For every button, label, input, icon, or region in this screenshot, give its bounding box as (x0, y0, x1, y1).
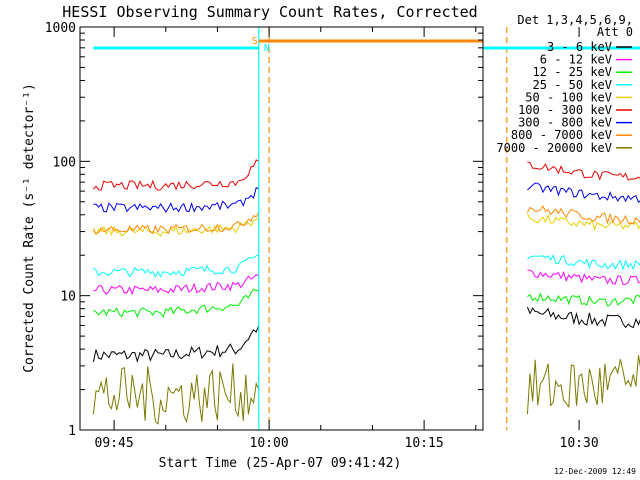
series-line-3-segment-1 (527, 254, 640, 271)
series-line-2-segment-0 (93, 288, 259, 319)
series-line-0-segment-1 (526, 306, 640, 329)
series-line-3-segment-0 (93, 254, 259, 278)
series-line-0-segment-0 (92, 325, 260, 364)
y-tick-label-0: 1 (68, 424, 76, 439)
series-line-4-segment-0 (92, 217, 260, 237)
series-line-4-segment-1 (526, 213, 640, 232)
flag-label-n: N (264, 43, 270, 54)
series-line-6-segment-1 (527, 182, 640, 204)
flag-label-s: S (252, 36, 258, 47)
legend-label-4: 50 - 100 keV (525, 90, 612, 104)
legend-label-7: 800 - 7000 keV (511, 128, 612, 142)
series-line-6-segment-0 (93, 186, 260, 213)
series-line-7-segment-0 (92, 211, 260, 235)
x-tick-label-3: 10:30 (560, 436, 599, 451)
y-tick-label-3: 1000 (45, 21, 76, 36)
series-line-8-segment-1 (526, 355, 640, 415)
y-axis: 1 10 100 1000 (45, 21, 483, 439)
chart-title: HESSI Observing Summary Count Rates, Cor… (62, 3, 477, 21)
series-line-2-segment-1 (527, 292, 640, 307)
series-line-1-segment-1 (527, 269, 640, 286)
series-line-5-segment-1 (527, 161, 640, 181)
series-line-8-segment-0 (92, 363, 260, 425)
legend-header-line-1: Det 1,3,4,5,6,9, (517, 13, 633, 27)
series-line-1-segment-0 (93, 273, 260, 296)
y-tick-label-1: 10 (60, 290, 76, 305)
legend-label-0: 3 - 6 keV (547, 40, 612, 54)
x-axis-label: Start Time (25-Apr-07 09:41:42) (159, 456, 402, 471)
legend-header-line-2: Att 0 (597, 25, 633, 39)
y-tick-label-2: 100 (53, 155, 76, 170)
plot-area: SN (92, 27, 640, 430)
plot-frame (79, 26, 484, 431)
y-axis-label: Corrected Count Rate (s⁻¹ detector⁻¹) (22, 83, 37, 373)
legend-label-3: 25 - 50 keV (533, 78, 612, 92)
x-tick-label-1: 10:00 (250, 436, 289, 451)
legend-label-2: 12 - 25 keV (533, 65, 612, 79)
x-tick-label-0: 09:45 (95, 436, 134, 451)
footer-timestamp: 12-Dec-2009 12:49 (554, 467, 636, 476)
legend-label-6: 300 - 800 keV (518, 116, 612, 130)
legend-label-8: 7000 - 20000 keV (496, 141, 612, 155)
x-tick-label-2: 10:15 (405, 436, 444, 451)
legend-label-5: 100 - 300 keV (518, 103, 612, 117)
legend-label-1: 6 - 12 keV (540, 53, 612, 67)
series-line-5-segment-0 (93, 159, 260, 191)
series-line-7-segment-1 (526, 204, 640, 225)
